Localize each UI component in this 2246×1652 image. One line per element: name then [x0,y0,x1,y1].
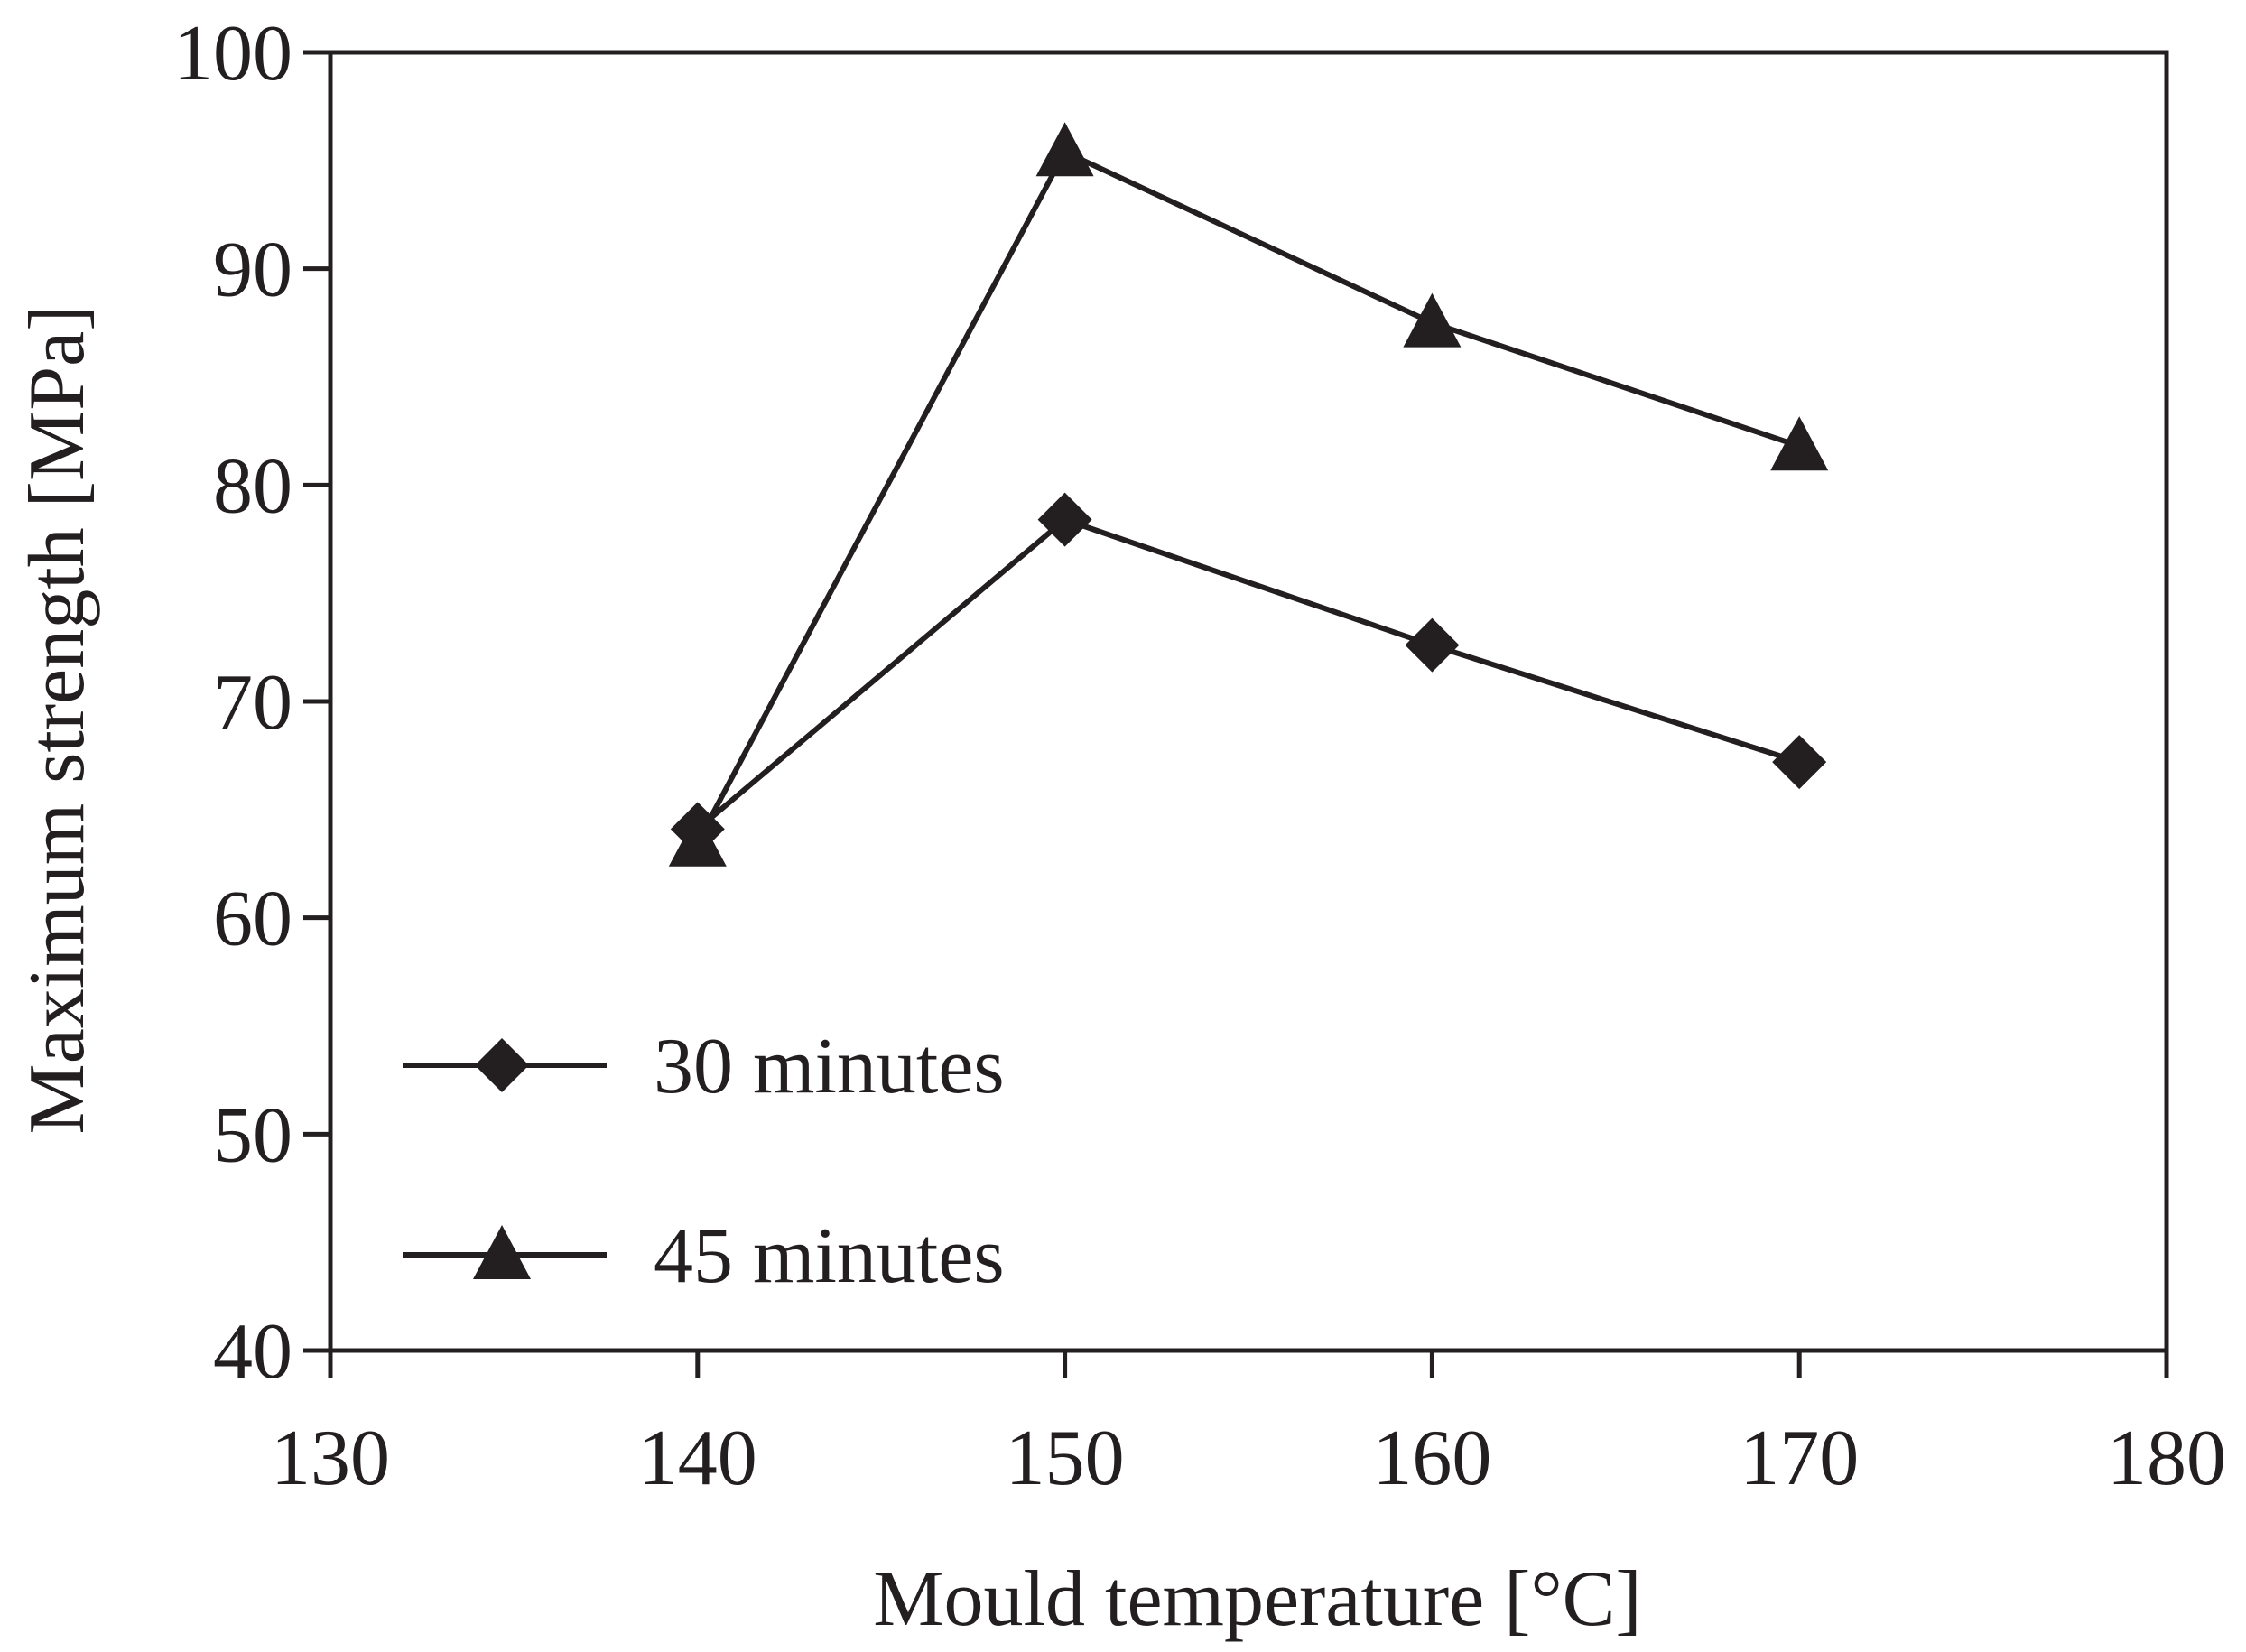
legend-label: 30 minutes [654,1023,1005,1110]
data-point [668,812,727,867]
legend-item: 45 minutes [403,1212,1005,1300]
y-tick-label: 90 [213,227,292,314]
y-tick-label: 100 [173,10,292,97]
data-point [1405,617,1460,673]
x-axis: 130 140 150 160 170 180 [271,1350,2226,1502]
data-point [1772,735,1827,790]
legend-item: 30 minutes [403,1023,1005,1110]
series-line [695,516,1801,831]
x-tick-label: 140 [638,1415,757,1502]
data-point [1035,122,1094,177]
y-tick-label: 80 [213,442,292,530]
series-line [695,148,1801,844]
y-tick-label: 60 [213,876,292,963]
legend-diamond-marker [475,1038,529,1092]
data-point [1770,416,1829,471]
series-layer [668,122,1829,867]
data-point [1403,292,1462,348]
series-30-minutes [670,492,1827,857]
y-tick-label: 70 [213,659,292,747]
x-tick-label: 180 [2107,1415,2226,1502]
legend-triangle-marker [473,1225,531,1279]
x-tick-label: 150 [1006,1415,1125,1502]
x-axis-title: Mould temperature [°C] [873,1555,1641,1643]
data-point [1037,492,1092,547]
x-tick-label: 130 [271,1415,390,1502]
y-tick-label: 50 [213,1091,292,1179]
x-tick-label: 170 [1740,1415,1859,1502]
y-tick-label: 40 [213,1308,292,1396]
y-axis: 40 50 60 70 80 90 100 [173,10,330,1396]
y-axis-title: Maximum strength [MPa] [14,304,101,1134]
legend: 30 minutes 45 minutes [403,1023,1005,1300]
series-45-minutes [668,122,1829,867]
x-tick-label: 160 [1372,1415,1491,1502]
legend-label: 45 minutes [654,1212,1005,1300]
